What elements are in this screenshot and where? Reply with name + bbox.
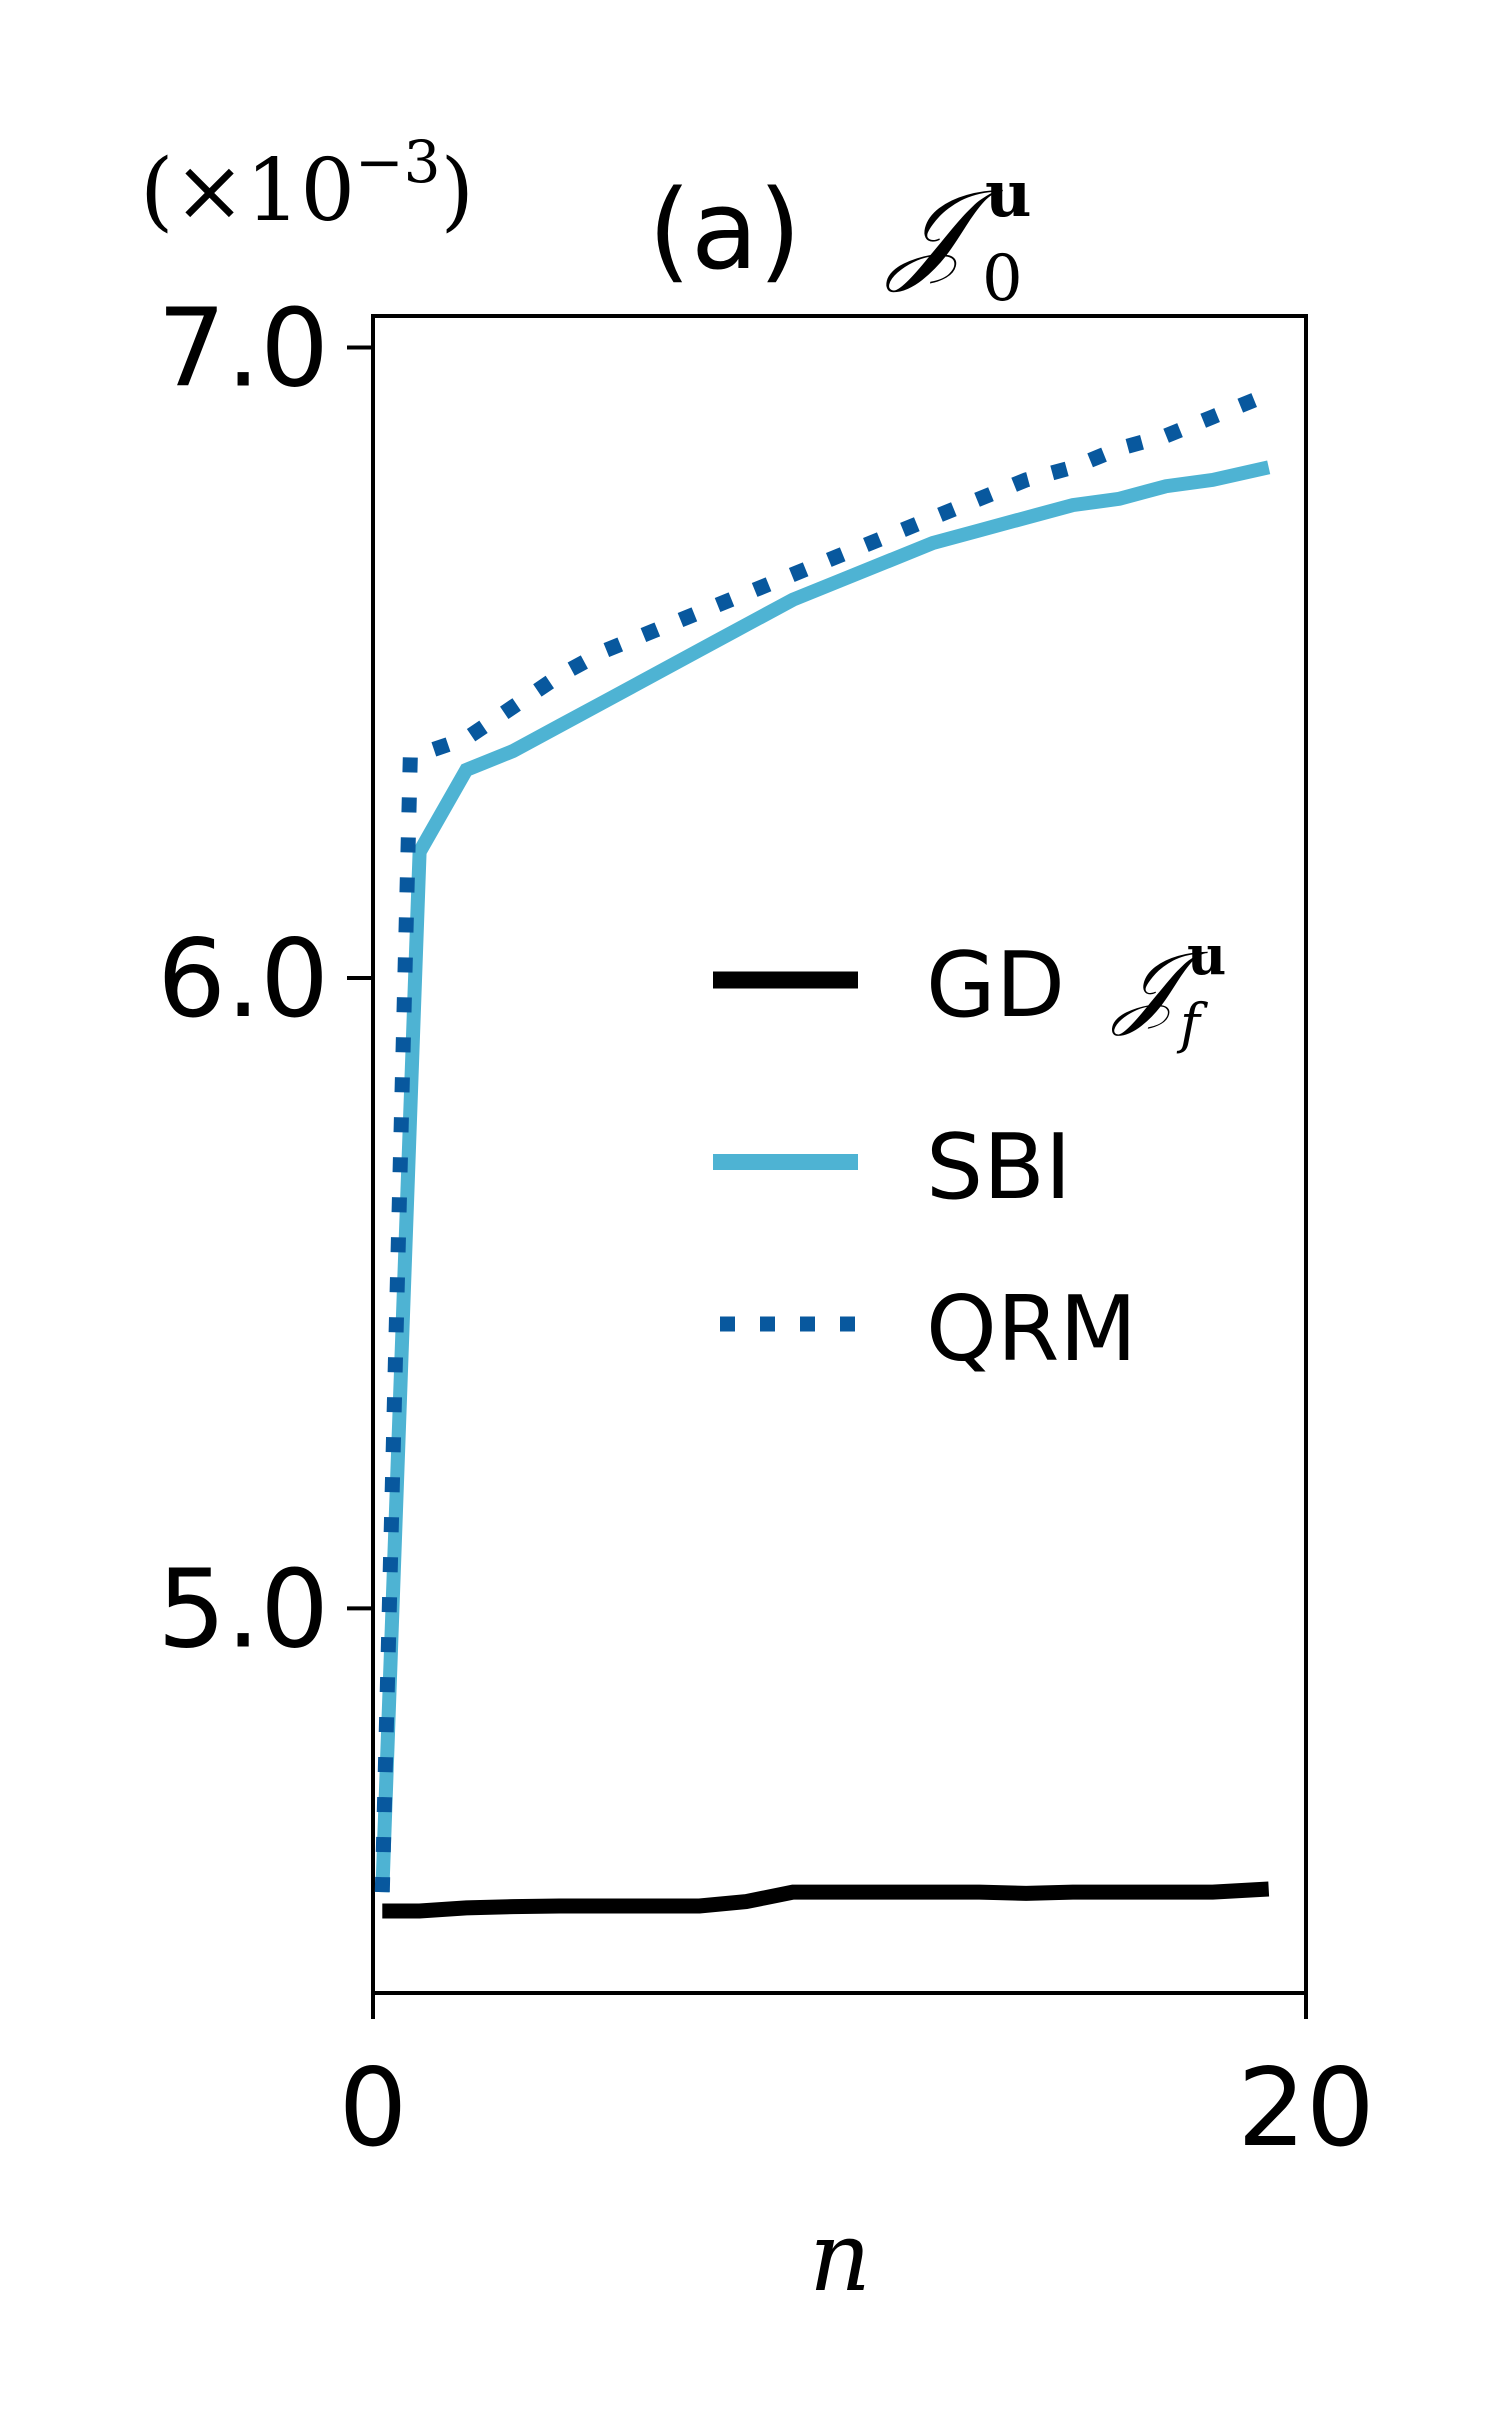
series-line-gd xyxy=(382,1881,1270,1919)
x-axis-ticks: 0 20 xyxy=(339,1993,1375,2171)
x-tick-label: 0 xyxy=(339,2046,408,2171)
legend-label-qrm: QRM xyxy=(926,1277,1137,1382)
chart-title-subscript: 0 xyxy=(982,242,1023,316)
y-tick-label: 7.0 xyxy=(157,287,329,412)
x-axis-label: n xyxy=(809,2201,871,2313)
series-line-sbi xyxy=(375,460,1271,1893)
y-tick-label: 6.0 xyxy=(157,917,329,1042)
chart-title-prefix: (a) xyxy=(648,166,801,294)
x-tick-label: 20 xyxy=(1237,2046,1374,2171)
series-line-qrm xyxy=(374,391,1263,1893)
legend-label-subscript: f xyxy=(1176,992,1208,1055)
legend-label-gd: GD xyxy=(926,933,1065,1038)
axis-multiplier-label: (×10−3) xyxy=(140,128,474,241)
chart-title-superscript: u xyxy=(985,157,1032,232)
y-tick-label: 5.0 xyxy=(157,1547,329,1672)
legend-label-sbi: SBI xyxy=(926,1115,1071,1220)
legend-label-superscript: u xyxy=(1187,923,1226,987)
y-axis-ticks: 5.0 6.0 7.0 xyxy=(157,287,373,1672)
plot-frame xyxy=(371,314,1308,1995)
series-layer xyxy=(374,391,1271,1919)
